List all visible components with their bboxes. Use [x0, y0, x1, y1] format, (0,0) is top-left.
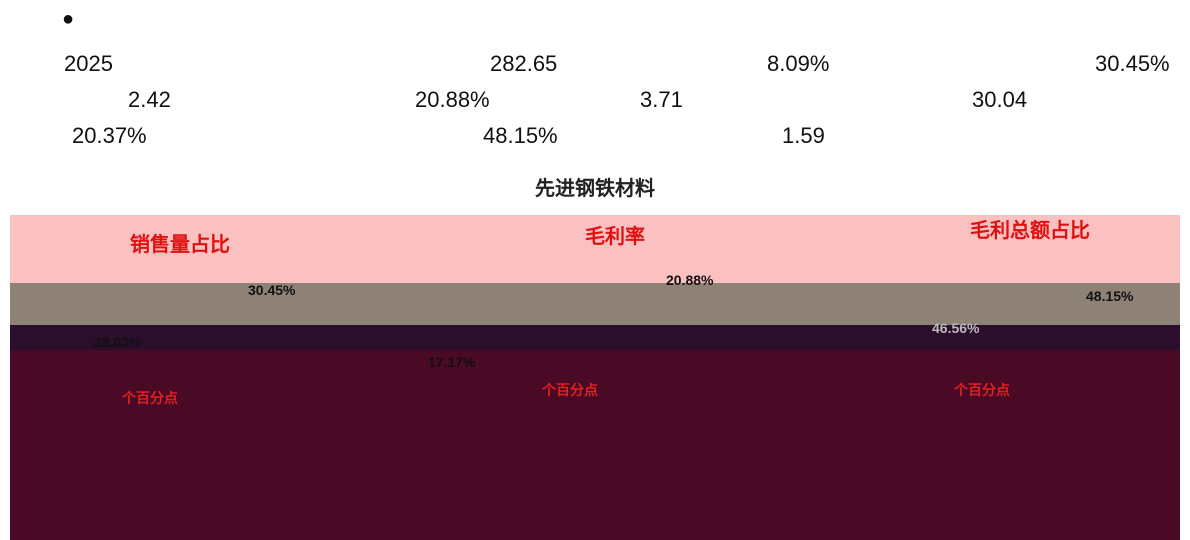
- band: [10, 350, 1180, 540]
- value: 48.15%: [1086, 288, 1134, 304]
- note: 个百分点: [122, 390, 178, 406]
- figure-title: 先进钢铁材料: [535, 178, 655, 200]
- band: [10, 215, 1180, 283]
- panel-label: 毛利率: [585, 226, 645, 248]
- text: 20.88%: [415, 87, 490, 112]
- band: [10, 325, 1180, 350]
- text: 8.09%: [767, 51, 830, 76]
- text: 282.65: [490, 51, 558, 76]
- note: 个百分点: [954, 382, 1010, 398]
- text: 48.15%: [483, 123, 558, 148]
- value: 17.17%: [428, 354, 476, 370]
- text: 1.59: [782, 123, 825, 148]
- text: 2025: [64, 51, 113, 76]
- bullet: ●: [62, 8, 75, 30]
- text: 20.37%: [72, 123, 147, 148]
- text: 30.04: [972, 87, 1028, 112]
- value: 30.45%: [248, 282, 296, 298]
- value: 46.56%: [932, 320, 980, 336]
- text: 2.42: [128, 87, 171, 112]
- band: [10, 283, 1180, 325]
- panel-label: 毛利总额占比: [970, 220, 1090, 242]
- value: 28.03%: [94, 334, 142, 350]
- value: 20.88%: [666, 272, 714, 288]
- text: 3.71: [640, 87, 683, 112]
- note: 个百分点: [542, 382, 598, 398]
- panel-label: 销售量占比: [130, 234, 230, 256]
- text: 30.45%: [1095, 51, 1170, 76]
- figure: 先进钢铁材料 销售量占比 30.45% 28.03% 个百分点 毛利率 20.8…: [10, 170, 1180, 540]
